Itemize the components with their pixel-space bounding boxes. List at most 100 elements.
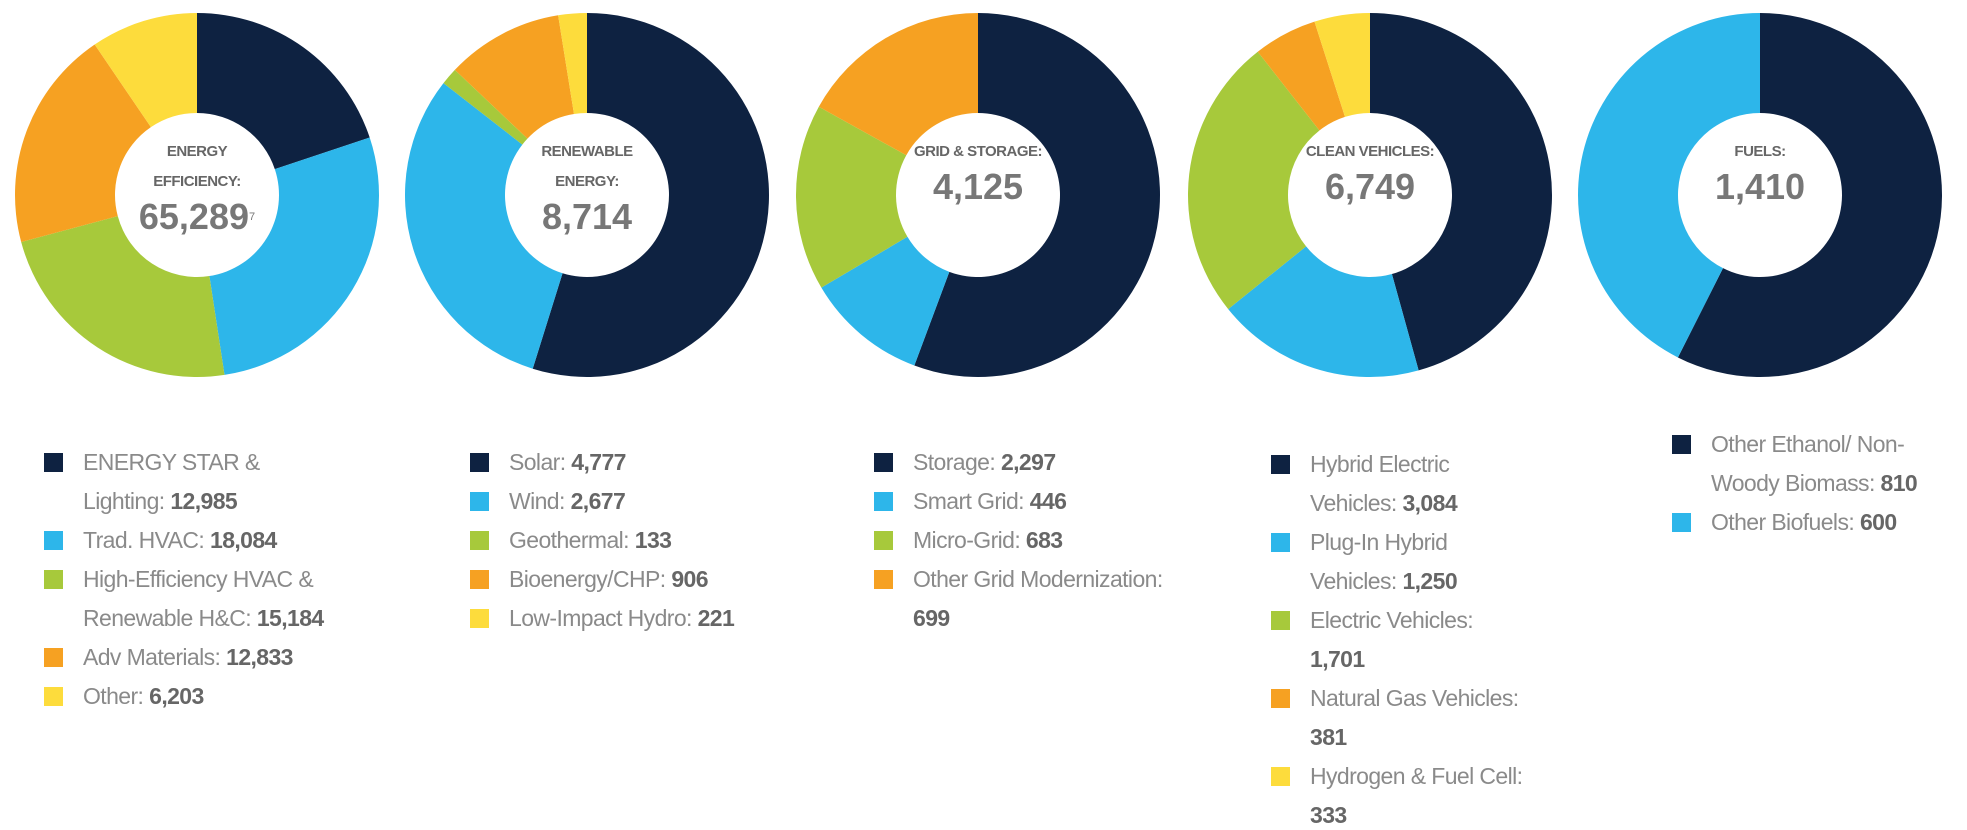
legend-value: 15,184	[256, 605, 324, 631]
legend-value: 133	[634, 527, 672, 553]
legend-value: 600	[1859, 509, 1897, 535]
legend-swatch	[1271, 533, 1290, 552]
legend-value: 810	[1880, 470, 1918, 496]
legend-label: ENERGY STAR & Lighting:	[83, 449, 260, 514]
donut-segment	[404, 83, 563, 369]
legend-swatch	[1271, 455, 1290, 474]
legend-item: Electric Vehicles: 1,701	[1271, 601, 1531, 679]
donut-segment	[1228, 246, 1419, 377]
legend-item: Hydrogen & Fuel Cell: 333	[1271, 757, 1531, 830]
footnote: 7	[248, 211, 256, 223]
donut-center: ENERGY EFFICIENCY: 65,2897	[122, 137, 272, 237]
donut-segment	[1188, 51, 1320, 310]
donut-center: CLEAN VEHICLES: 6,749	[1295, 137, 1445, 207]
center-total: 6,749	[1295, 167, 1445, 207]
legend-value: 333	[1310, 802, 1347, 828]
legend-label: Wind:	[509, 488, 565, 514]
legend-value: 381	[1310, 724, 1347, 750]
donut-center: RENEWABLE ENERGY: 8,714	[512, 137, 662, 237]
legend-value: 18,084	[210, 527, 277, 553]
legend-swatch	[874, 453, 893, 472]
legend-value: 3,084	[1402, 490, 1458, 516]
legend-value: 4,777	[571, 449, 626, 475]
donut-segment	[558, 13, 587, 115]
legend-value: 683	[1025, 527, 1063, 553]
legend-label: Other Grid Modernization:	[913, 566, 1163, 592]
center-title: FUELS:	[1734, 143, 1786, 160]
total-value: 1,410	[1714, 166, 1806, 207]
legend-swatch	[1672, 513, 1691, 532]
legend-item: Geothermal: 133	[470, 521, 760, 560]
donut-center: GRID & STORAGE: 4,125	[903, 137, 1053, 207]
legend-value: 906	[671, 566, 708, 592]
legend-label: Hydrogen & Fuel Cell:	[1310, 763, 1523, 789]
center-total: 8,714	[512, 197, 662, 237]
legend-item: Other: 6,203	[44, 677, 334, 716]
legend-item: Wind: 2,677	[470, 482, 760, 521]
donut-segment	[818, 13, 978, 156]
legend-label: Storage:	[913, 449, 996, 475]
legend-label: Other Ethanol/ Non-Woody Biomass:	[1711, 431, 1905, 496]
donut-segment	[197, 13, 370, 170]
legend-swatch	[470, 570, 489, 589]
legend-label: Solar:	[509, 449, 566, 475]
legend-value: 221	[697, 605, 735, 631]
donut-segment	[454, 15, 574, 139]
legend-swatch	[44, 531, 63, 550]
legend-swatch	[44, 453, 63, 472]
legend-label: Bioenergy/CHP:	[509, 566, 666, 592]
legend: Storage: 2,297 Smart Grid: 446 Micro-Grid:…	[874, 443, 1164, 638]
legend-label: Micro-Grid:	[913, 527, 1021, 553]
center-title: RENEWABLE ENERGY:	[541, 143, 633, 190]
legend-label: High-Efficiency HVAC & Renewable H&C:	[83, 566, 314, 631]
legend: Other Ethanol/ Non-Woody Biomass: 810 Oth…	[1672, 425, 1922, 542]
legend-swatch	[470, 492, 489, 511]
center-total: 4,125	[903, 167, 1053, 207]
donut-segment	[532, 13, 769, 377]
legend-value: 12,833	[226, 644, 293, 670]
legend-item: Low-Impact Hydro: 221	[470, 599, 760, 638]
donut-segment	[1578, 13, 1760, 358]
legend-label: Trad. HVAC:	[83, 527, 205, 553]
legend-item: High-Efficiency HVAC & Renewable H&C: 15…	[44, 560, 334, 638]
legend-item: Trad. HVAC: 18,084	[44, 521, 334, 560]
center-title: CLEAN VEHICLES:	[1305, 143, 1435, 160]
donut-segment	[1257, 21, 1345, 131]
legend-value: 12,985	[170, 488, 238, 514]
legend-item: Bioenergy/CHP: 906	[470, 560, 760, 599]
legend-label: Other Biofuels:	[1711, 509, 1855, 535]
legend-value: 6,203	[149, 683, 204, 709]
legend-swatch	[44, 648, 63, 667]
donut-segment	[821, 236, 950, 366]
legend-item: Hybrid Electric Vehicles: 3,084	[1271, 445, 1531, 523]
donut-segment	[94, 13, 197, 128]
legend-swatch	[44, 687, 63, 706]
legend-item: Smart Grid: 446	[874, 482, 1164, 521]
total-value: 65,289	[138, 196, 249, 237]
legend-swatch	[1271, 611, 1290, 630]
center-total: 65,2897	[122, 197, 272, 237]
legend-item: Solar: 4,777	[470, 443, 760, 482]
legend-item: Storage: 2,297	[874, 443, 1164, 482]
legend-value: 699	[913, 605, 950, 631]
legend-item: Other Grid Modernization: 699	[874, 560, 1164, 638]
donut-segment	[796, 106, 908, 288]
legend-item: Natural Gas Vehicles: 381	[1271, 679, 1531, 757]
donut-segment	[21, 216, 225, 377]
legend: Hybrid Electric Vehicles: 3,084 Plug-In H…	[1271, 445, 1531, 830]
center-title: ENERGY EFFICIENCY:	[153, 143, 241, 190]
legend-swatch	[470, 453, 489, 472]
legend: ENERGY STAR & Lighting: 12,985 Trad. HVAC…	[44, 443, 334, 716]
legend-label: Adv Materials:	[83, 644, 221, 670]
total-value: 4,125	[932, 166, 1024, 207]
legend-swatch	[1271, 689, 1290, 708]
donut-segment	[443, 69, 528, 145]
donut-segment	[914, 13, 1160, 377]
legend-label: Low-Impact Hydro:	[509, 605, 692, 631]
legend-label: Hybrid Electric Vehicles:	[1310, 451, 1450, 516]
legend-item: Other Biofuels: 600	[1672, 503, 1922, 542]
donut-segment	[209, 137, 379, 375]
legend-item: Micro-Grid: 683	[874, 521, 1164, 560]
legend-swatch	[874, 570, 893, 589]
